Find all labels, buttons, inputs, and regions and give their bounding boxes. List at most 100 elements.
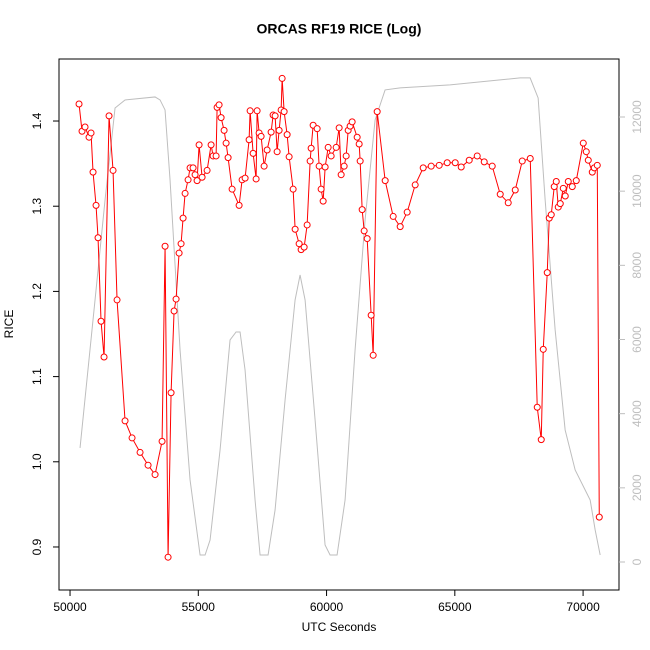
data-point (552, 178, 560, 186)
data-point (568, 183, 576, 191)
data-point (584, 156, 592, 164)
chart-title: ORCAS RF19 RICE (Log) (257, 21, 422, 37)
data-point (348, 118, 356, 126)
data-point (355, 140, 363, 148)
y-axis-label: RICE (2, 310, 16, 339)
data-point (593, 161, 601, 169)
data-point (224, 154, 232, 162)
plot-frame (58, 58, 620, 591)
data-point (313, 125, 321, 133)
data-point (220, 126, 228, 134)
data-point (556, 200, 564, 208)
data-point (181, 189, 189, 197)
data-point (113, 296, 121, 304)
data-point (75, 100, 83, 108)
data-point (97, 317, 105, 325)
data-point (504, 199, 512, 207)
data-point (105, 112, 113, 120)
data-point (212, 152, 220, 160)
data-point (278, 74, 286, 82)
data-point (136, 448, 144, 456)
data-point (151, 471, 159, 479)
data-point (253, 107, 261, 115)
data-point (488, 162, 496, 170)
data-point (271, 112, 279, 120)
x-tick-label: 50000 (53, 600, 87, 614)
data-point (172, 295, 180, 303)
data-point (184, 176, 192, 184)
y-tick-label: 0.9 (30, 538, 44, 555)
series-line (79, 77, 601, 556)
data-point (235, 201, 243, 209)
data-point (335, 124, 343, 132)
data-point (547, 211, 555, 219)
data-point (170, 307, 178, 315)
y2-tick-label: 12000 (630, 100, 644, 134)
data-point (203, 166, 211, 174)
y2-tick-label: 10000 (630, 174, 644, 208)
data-point (572, 177, 580, 185)
data-point (358, 206, 366, 214)
data-point (295, 240, 303, 248)
data-point (373, 108, 381, 116)
data-point (179, 214, 187, 222)
data-point (324, 143, 332, 151)
data-point (356, 157, 364, 165)
data-point (273, 148, 281, 156)
data-point (100, 353, 108, 361)
data-point (539, 345, 547, 353)
data-point (389, 212, 397, 220)
y2-tick-label: 2000 (630, 474, 644, 501)
y2-tick-label: 6000 (630, 326, 644, 353)
data-point (360, 227, 368, 235)
data-point (533, 403, 541, 411)
data-point (249, 149, 257, 157)
data-point (319, 197, 327, 205)
x-tick-label: 70000 (566, 600, 600, 614)
data-point (321, 163, 329, 171)
data-point (451, 159, 459, 167)
data-point (87, 129, 95, 137)
data-point (260, 162, 268, 170)
data-point (275, 126, 283, 134)
data-point (246, 107, 254, 115)
data-point (191, 171, 199, 179)
y-tick-label: 1.0 (30, 453, 44, 470)
data-point (121, 417, 129, 425)
data-point (161, 242, 169, 250)
data-point (94, 234, 102, 242)
data-point (175, 249, 183, 257)
data-point (340, 162, 348, 170)
data-point (89, 168, 97, 176)
data-point (306, 157, 314, 165)
data-point (342, 152, 350, 160)
data-point (559, 184, 567, 192)
y2-tick-label: 8000 (630, 252, 644, 279)
x-axis-label: UTC Seconds (302, 620, 377, 634)
data-point (396, 223, 404, 231)
data-point (411, 181, 419, 189)
y2-tick-label: 0 (630, 558, 644, 565)
data-point (443, 159, 451, 167)
data-point (252, 175, 260, 183)
data-point (419, 164, 427, 172)
data-point (537, 436, 545, 444)
data-point (128, 434, 136, 442)
data-point (177, 240, 185, 248)
data-point (285, 153, 293, 161)
data-point (289, 185, 297, 193)
data-point (217, 114, 225, 122)
data-point (457, 163, 465, 171)
x-tick-label: 60000 (310, 600, 344, 614)
data-point (257, 132, 265, 140)
data-point (480, 158, 488, 166)
data-point (473, 152, 481, 160)
data-point (198, 173, 206, 181)
data-point (595, 513, 603, 521)
data-point (263, 146, 271, 154)
data-point (582, 148, 590, 156)
data-point (403, 208, 411, 216)
